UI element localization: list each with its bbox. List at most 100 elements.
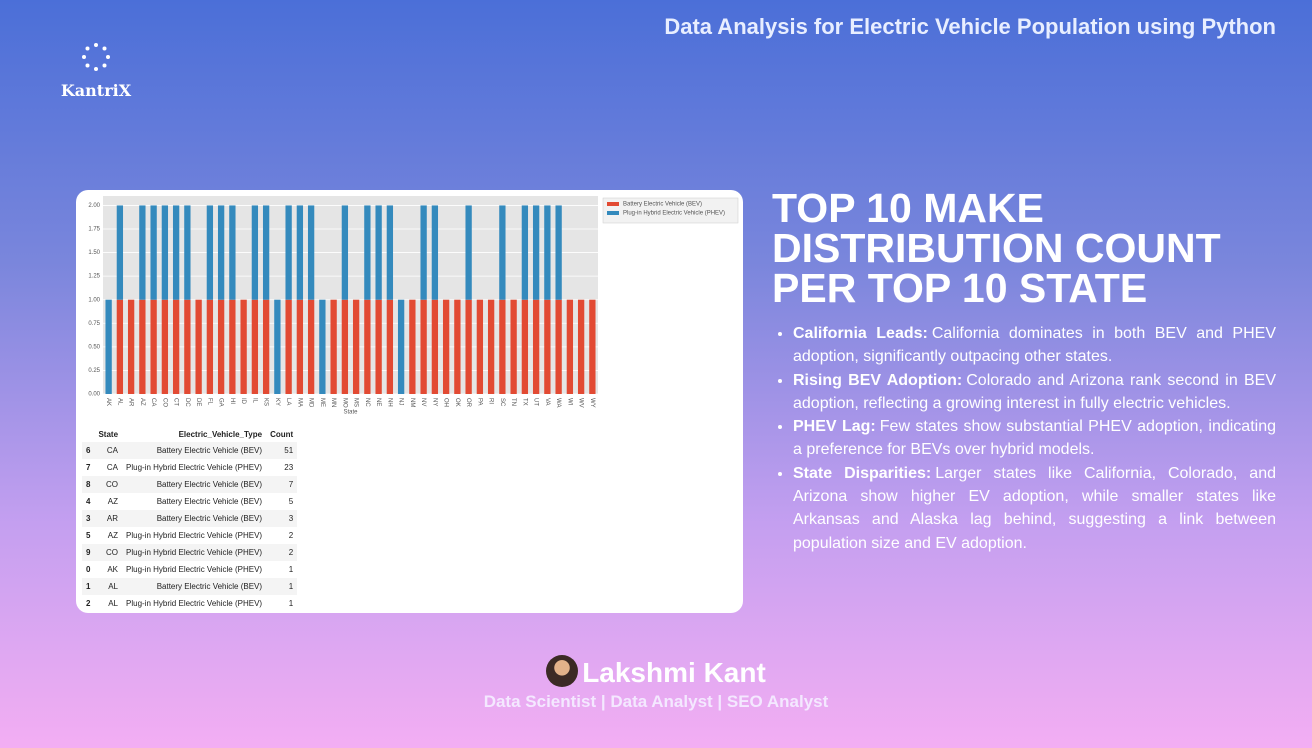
x-tick-label: NE: [375, 398, 381, 406]
bar: [217, 299, 225, 394]
table-row: 1 AL Battery Electric Vehicle (BEV) 1: [82, 578, 298, 595]
bar: [454, 299, 461, 394]
bar: [285, 205, 292, 300]
bar: [555, 205, 562, 300]
x-tick-label: TN: [510, 398, 516, 406]
table-cell: 2: [288, 531, 294, 540]
y-tick-label: 1.25: [88, 274, 100, 280]
bar: [296, 205, 304, 300]
bar: [139, 205, 146, 300]
bullet-label: Rising BEV Adoption:: [793, 371, 963, 389]
table-cell: Battery Electric Vehicle (BEV): [122, 578, 267, 595]
bar: [409, 299, 416, 394]
legend-swatch: [607, 202, 619, 206]
bar: [364, 205, 371, 300]
legend-label: Plug-in Hybrid Electric Vehicle (PHEV): [623, 211, 725, 217]
table-cell: 1: [266, 578, 298, 595]
x-tick-label: WI: [566, 398, 572, 406]
bar: [105, 299, 112, 394]
bar: [442, 299, 450, 394]
row-index: 6: [82, 442, 95, 459]
x-tick-label: NC: [364, 398, 370, 407]
table-header-cell: [82, 426, 94, 442]
bullet-label: State Disparities:: [793, 464, 932, 482]
table-header-cell: Count: [270, 429, 294, 439]
x-axis-label: State: [343, 410, 358, 416]
bar: [127, 299, 135, 394]
x-tick-label: MA: [296, 398, 302, 407]
table-row: 0 AK Plug-in Hybrid Electric Vehicle (PHEV…: [82, 561, 297, 578]
x-tick-label: NH: [386, 398, 392, 407]
x-tick-label: NY: [431, 398, 437, 406]
bar: [240, 299, 247, 394]
table-row: 7 CA Plug-in Hybrid Electric Vehicle (PHEV…: [82, 459, 297, 476]
bar: [487, 299, 495, 394]
bar: [465, 205, 472, 300]
bar: [420, 299, 427, 394]
bullet-label: PHEV Lag:: [793, 418, 876, 436]
bar: [555, 299, 562, 394]
table-cell: 1: [288, 565, 294, 574]
bar: [375, 299, 382, 394]
author-roles: Data Scientist | Data Analyst | SEO Anal…: [483, 692, 829, 711]
y-tick-label: 0.25: [88, 368, 100, 374]
bar: [521, 205, 529, 300]
bar: [206, 299, 214, 394]
bar: [341, 299, 349, 394]
legend-label: Battery Electric Vehicle (BEV): [623, 202, 702, 208]
table-cell: AR: [94, 510, 123, 527]
bar: [364, 299, 371, 394]
x-tick-label: KY: [274, 398, 280, 406]
bar: [499, 299, 506, 394]
bar: [251, 205, 259, 300]
table-cell: Plug-in Hybrid Electric Vehicle (PHEV): [126, 565, 263, 574]
bar: [116, 299, 124, 394]
bullet-text: Larger states like California, Colorado,…: [793, 464, 1276, 552]
x-tick-label: UT: [533, 398, 539, 406]
logo-icon: [82, 43, 110, 71]
bar: [262, 205, 270, 300]
x-tick-label: MO: [341, 398, 347, 408]
page-title: Data Analysis for Electric Vehicle Popul…: [664, 14, 1276, 39]
bar: [589, 299, 596, 394]
x-tick-label: GA: [218, 398, 224, 407]
bar: [532, 205, 540, 300]
bar: [307, 205, 315, 300]
author: Lakshmi Kant: [0, 655, 1312, 689]
table-cell: AZ: [107, 497, 119, 506]
row-index: 5: [86, 531, 91, 540]
bar: [150, 205, 157, 300]
bar: [172, 205, 180, 300]
bar: [566, 299, 574, 394]
row-index: 1: [82, 578, 95, 595]
bar: [139, 299, 146, 394]
table-row: 5 AZ Plug-in Hybrid Electric Vehicle (PHEV…: [82, 527, 297, 544]
table-cell: Plug-in Hybrid Electric Vehicle (PHEV): [126, 531, 263, 540]
bar: [341, 205, 349, 300]
x-tick-label: RI: [488, 398, 494, 404]
x-tick-label: AL: [116, 398, 122, 406]
table-cell: AK: [107, 565, 119, 574]
bar: [116, 205, 124, 300]
table-cell: AL: [108, 599, 119, 608]
bullet-item: PHEV Lag:Few states show substantial PHE…: [793, 415, 1276, 462]
bar: [499, 205, 506, 300]
logo: KantriX: [58, 42, 134, 100]
bar: [274, 299, 281, 394]
table-cell: 23: [284, 463, 294, 472]
x-tick-label: NM: [409, 398, 415, 407]
table-cell: CO: [94, 544, 123, 561]
bar: [150, 299, 157, 394]
bar: [184, 205, 191, 300]
table-cell: AZ: [107, 531, 119, 540]
bar: [161, 205, 169, 300]
row-index: 8: [82, 476, 95, 493]
x-tick-label: OK: [454, 398, 460, 407]
x-tick-label: DC: [184, 398, 190, 407]
x-tick-label: MN: [330, 398, 336, 407]
bar: [544, 205, 551, 300]
bar: [285, 299, 292, 394]
bar: [352, 299, 360, 394]
bar: [251, 299, 259, 394]
